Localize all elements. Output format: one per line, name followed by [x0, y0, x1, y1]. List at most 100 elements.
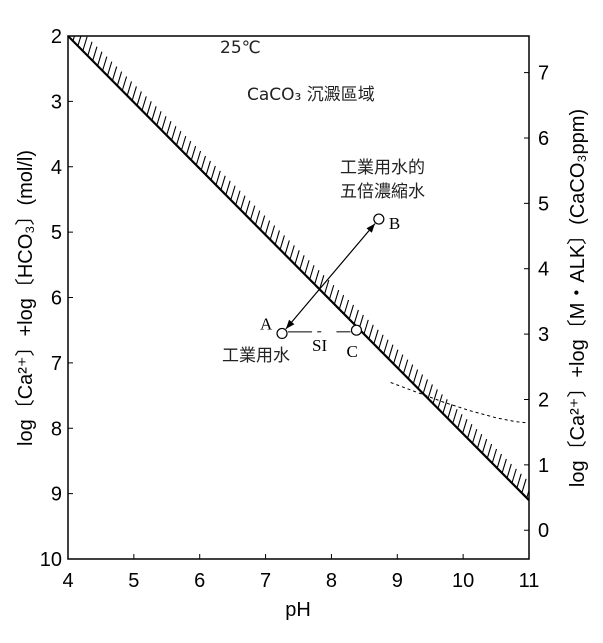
hatch-stroke	[116, 71, 123, 86]
precipitation-hatching	[68, 36, 529, 499]
hatch-stroke	[254, 210, 261, 225]
y-left-tick-label: 8	[51, 418, 62, 440]
point-a	[276, 327, 288, 340]
hatch-stroke	[501, 458, 507, 474]
point-label-c: C	[346, 342, 357, 361]
hatch-stroke	[195, 150, 202, 166]
hatch-stroke	[180, 135, 187, 151]
y-right-tick-label: 6	[538, 128, 549, 150]
hatch-stroke	[427, 384, 433, 399]
hatch-stroke	[146, 101, 152, 116]
y-left-tick-label: 10	[40, 549, 62, 571]
hatch-stroke	[442, 399, 448, 414]
y-right-tick-label: 7	[538, 63, 549, 85]
y-axis-label-left: log〔Ca²⁺〕+log〔HCO₃〕(mol/l)	[14, 150, 37, 446]
hatch-stroke	[235, 190, 241, 206]
hatch-stroke	[259, 215, 266, 230]
hatch-stroke	[215, 170, 221, 186]
point-label-b: B	[389, 214, 400, 233]
hatch-stroke	[200, 155, 207, 171]
points-group: A B C	[260, 213, 400, 361]
hatch-stroke	[319, 275, 325, 290]
point-b	[373, 213, 385, 225]
hatch-stroke	[72, 36, 76, 42]
y-right-tick-label: 1	[538, 455, 549, 477]
arrow-a-b	[285, 223, 376, 330]
hatch-stroke	[486, 443, 493, 459]
hatch-stroke	[526, 488, 529, 499]
x-axis-label: pH	[285, 599, 311, 621]
hatch-stroke	[363, 319, 369, 335]
hatch-stroke	[368, 324, 374, 340]
hatch-stroke	[506, 463, 512, 479]
saturation-line	[68, 36, 529, 501]
hatch-stroke	[333, 289, 340, 305]
y-left-tick-label: 5	[51, 222, 62, 244]
hatch-stroke	[190, 145, 197, 161]
hatch-stroke	[274, 230, 280, 245]
hatch-stroke	[299, 255, 305, 270]
hatch-stroke	[437, 394, 443, 409]
hatch-stroke	[476, 433, 483, 449]
hatch-stroke	[521, 478, 527, 494]
hatch-stroke	[166, 121, 172, 136]
x-tick-label: 9	[392, 570, 403, 592]
hatch-stroke	[378, 334, 384, 350]
hatch-stroke	[82, 36, 88, 52]
hatch-stroke	[481, 438, 488, 454]
hatch-stroke	[68, 36, 69, 37]
hatch-stroke	[467, 424, 473, 439]
hatch-stroke	[447, 404, 453, 419]
hatch-stroke	[457, 414, 463, 429]
hatch-stroke	[353, 309, 359, 325]
hatch-stroke	[462, 419, 468, 434]
hatch-stroke	[432, 389, 438, 404]
hatch-stroke	[249, 205, 256, 220]
hatch-stroke	[279, 235, 285, 250]
tick-group: 4 5 6 7 8 9 10 11 2 3 4 5 6 7 8 9 10 0 1 2 3 4 5 6 7	[40, 26, 549, 592]
hatch-stroke	[230, 185, 236, 201]
arrowhead-a	[285, 319, 295, 329]
arrowhead-b	[366, 223, 375, 233]
hatch-stroke	[161, 116, 167, 131]
hatch-stroke	[102, 56, 108, 71]
hatch-stroke	[314, 270, 320, 285]
hatch-stroke	[126, 81, 133, 96]
y-left-tick-label: 7	[51, 353, 62, 375]
hatch-stroke	[373, 329, 379, 345]
hatch-stroke	[205, 160, 211, 176]
hatch-stroke	[131, 86, 137, 101]
hatch-stroke	[304, 260, 310, 275]
y-right-tick-label: 2	[538, 389, 549, 411]
point-c	[350, 324, 363, 336]
y-right-tick-label: 5	[538, 193, 549, 215]
hatch-stroke	[141, 96, 147, 111]
point-label-a: A	[260, 314, 273, 333]
x-tick-label: 7	[260, 570, 271, 592]
x-tick-label: 5	[128, 570, 139, 592]
hatch-stroke	[240, 195, 246, 210]
hatch-stroke	[156, 111, 162, 126]
hatch-stroke	[269, 225, 276, 240]
x-tick-label: 11	[519, 570, 540, 592]
hatch-stroke	[175, 130, 182, 146]
hatch-stroke	[516, 473, 522, 489]
hatch-stroke	[412, 369, 419, 384]
y-right-tick-label: 3	[538, 324, 549, 346]
y-right-tick-label: 0	[538, 520, 549, 542]
hatch-stroke	[225, 180, 231, 196]
hatch-stroke	[77, 36, 82, 47]
x-tick-label: 6	[194, 570, 205, 592]
hatch-stroke	[289, 245, 295, 260]
hatch-stroke	[97, 51, 103, 66]
hatch-stroke	[185, 140, 192, 156]
concentrated-label-line2: 五倍濃縮水	[340, 182, 425, 202]
y-left-tick-label: 9	[51, 484, 62, 506]
region-label: CaCO₃ 沉澱區域	[247, 85, 375, 105]
hatch-stroke	[328, 284, 335, 300]
hatch-stroke	[343, 299, 350, 315]
hatch-stroke	[496, 453, 502, 469]
hatch-stroke	[264, 220, 271, 235]
hatch-stroke	[111, 66, 118, 81]
